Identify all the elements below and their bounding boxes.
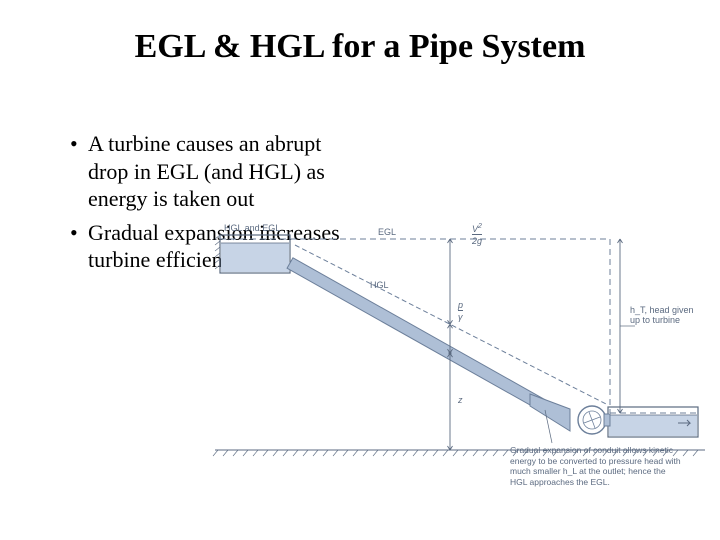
label-v2-2g: V2 2g [472, 223, 482, 247]
label-egl: EGL [378, 227, 396, 237]
label-hgl: HGL [370, 280, 389, 290]
label-ht: h_T, head given up to turbine [630, 305, 694, 326]
label-z: z [458, 395, 463, 405]
label-ht-line2: up to turbine [630, 315, 680, 325]
label-gamma: γ [458, 310, 463, 322]
page-title: EGL & HGL for a Pipe System [0, 28, 720, 66]
diagram-caption: Gradual expansion of conduit allows kine… [510, 445, 685, 488]
label-p-gamma: p γ [458, 300, 463, 323]
label-ht-line1: h_T, head given [630, 305, 694, 315]
bullet-marker: • [70, 219, 88, 274]
label-p: p [458, 300, 463, 310]
label-2g: 2g [472, 234, 482, 246]
label-hgl-and-egl: HGL and EGL [224, 223, 280, 233]
pipe-system-diagram: HGL and EGL EGL HGL V2 2g p γ z h_T, hea… [210, 195, 710, 495]
bullet-marker: • [70, 130, 88, 213]
